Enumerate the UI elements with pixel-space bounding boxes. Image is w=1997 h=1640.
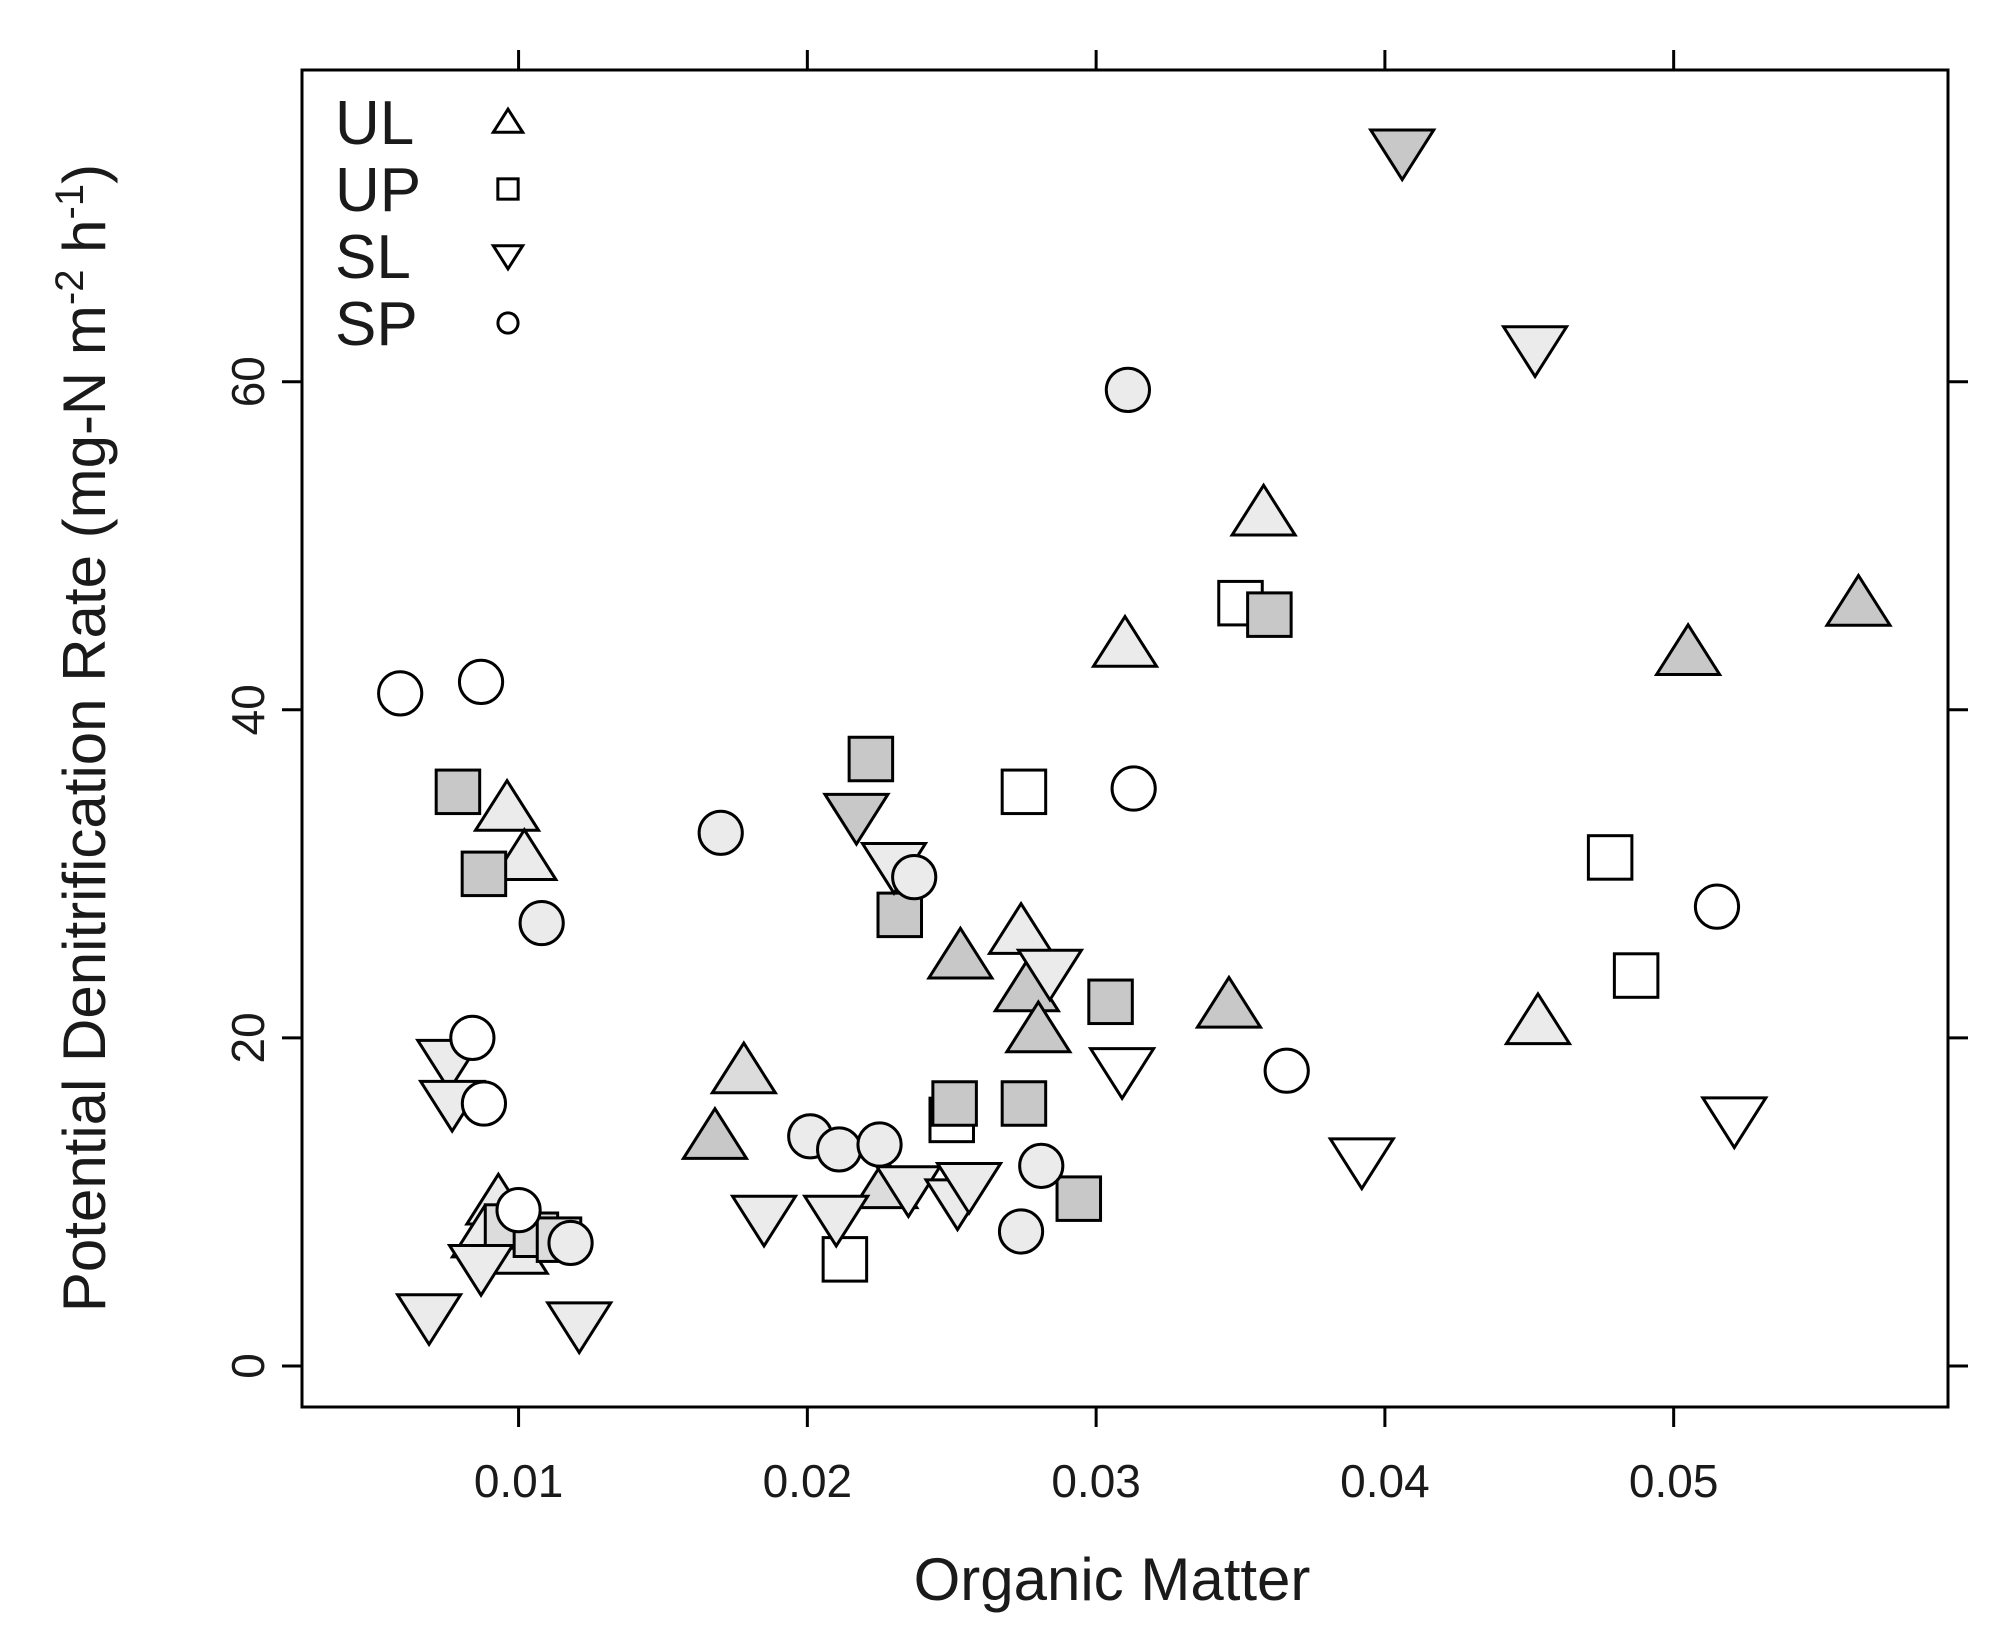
point-sl [1327, 1137, 1397, 1192]
point-sp [495, 1187, 542, 1234]
point-sp [997, 1208, 1045, 1255]
point-up [821, 1236, 869, 1283]
point-sp [1693, 883, 1741, 930]
point-sp [460, 1080, 508, 1127]
y-axis-title-end: ) [51, 164, 118, 184]
axis-ticks: 0.01 0.02 0.03 0.04 0.05 0 20 40 60 [222, 50, 1968, 1507]
point-up [876, 891, 924, 939]
series-sp [377, 366, 1741, 1267]
point-up [1087, 978, 1134, 1026]
point-up [434, 768, 482, 816]
point-ul [1194, 974, 1264, 1029]
point-ul [680, 1105, 750, 1160]
point-sp [377, 670, 424, 717]
x-tick-label: 0.04 [1340, 1455, 1430, 1507]
point-sp [1018, 1142, 1065, 1189]
legend-label-sl: SL [335, 223, 411, 292]
point-sl [1015, 948, 1085, 1003]
x-tick-label: 0.01 [474, 1455, 564, 1507]
point-ul [1090, 613, 1160, 668]
point-up [1612, 952, 1660, 999]
point-up [847, 735, 895, 783]
y-axis-title-main: Potential Denitrification Rate (mg-N m [51, 305, 118, 1312]
point-up [1000, 768, 1048, 816]
y-tick-label: 20 [222, 1012, 274, 1063]
point-ul [1653, 621, 1723, 676]
y-axis-title-sup2: -1 [48, 184, 92, 220]
point-sp [697, 809, 744, 856]
x-tick-label: 0.03 [1051, 1455, 1141, 1507]
point-up [1246, 591, 1293, 638]
point-up [1055, 1175, 1103, 1222]
legend-marker-sl [490, 244, 526, 272]
point-sp [547, 1219, 594, 1267]
point-up [931, 1080, 978, 1127]
point-ul [1004, 999, 1073, 1054]
point-sl [1700, 1096, 1769, 1151]
point-sl [446, 1243, 516, 1298]
point-sp [449, 1014, 496, 1061]
y-axis-title-sup1: -2 [48, 270, 92, 306]
point-sp [891, 854, 938, 901]
legend-label-sp: SP [335, 290, 418, 359]
legend-label-up: UP [335, 156, 421, 225]
point-sl [1500, 325, 1570, 380]
point-sl [1367, 128, 1437, 183]
point-sp [856, 1121, 903, 1168]
point-up [1586, 834, 1634, 881]
point-ul [472, 777, 542, 832]
x-tick-label: 0.02 [763, 1455, 853, 1507]
point-up [460, 850, 508, 898]
y-axis-title-mid: h [51, 219, 118, 269]
point-ul [709, 1040, 779, 1095]
point-ul [1824, 572, 1893, 627]
legend-marker-sp [496, 311, 520, 335]
y-tick-label: 0 [222, 1353, 274, 1379]
point-sp [816, 1126, 863, 1173]
point-sl [394, 1293, 464, 1348]
point-sp [1104, 366, 1151, 413]
point-sl [544, 1301, 614, 1356]
legend-label-ul: UL [335, 89, 414, 158]
y-tick-label: 40 [222, 684, 274, 735]
point-sl [934, 1161, 1004, 1216]
data-points [377, 128, 1893, 1356]
point-sp [457, 658, 505, 706]
x-tick-label: 0.05 [1629, 1455, 1719, 1507]
point-sl [822, 792, 891, 847]
point-up [1000, 1080, 1048, 1127]
x-axis-title: Organic Matter [914, 1546, 1311, 1613]
point-sp [1110, 765, 1157, 812]
legend-marker-ul [490, 106, 526, 134]
point-ul [1503, 991, 1573, 1046]
y-axis-title: Potential Denitrification Rate (mg-N m-2… [48, 164, 118, 1312]
point-sl [802, 1194, 871, 1249]
series-up [434, 579, 1660, 1283]
point-sp [1263, 1047, 1310, 1094]
legend-marker-up [496, 177, 520, 201]
point-sl [1087, 1047, 1157, 1102]
plot-frame [300, 68, 1950, 1409]
point-sp [518, 899, 565, 947]
y-tick-label: 60 [222, 356, 274, 407]
point-ul [1229, 482, 1298, 537]
point-sl [729, 1194, 799, 1249]
point-ul [926, 925, 995, 980]
point-ul [490, 827, 559, 882]
